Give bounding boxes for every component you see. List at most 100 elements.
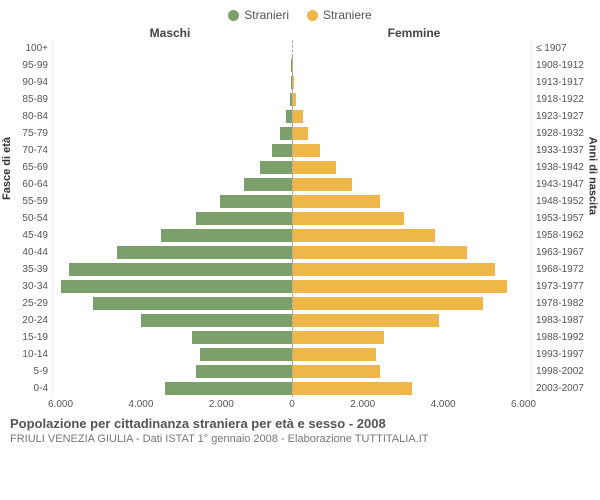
footer-title: Popolazione per cittadinanza straniera p… <box>10 416 590 431</box>
age-label: 45-49 <box>0 230 52 241</box>
age-label: 35-39 <box>0 264 52 275</box>
age-label: 15-19 <box>0 332 52 343</box>
center-line <box>292 380 293 397</box>
x-tick-label: 2.000 <box>350 399 375 410</box>
age-label: 70-74 <box>0 145 52 156</box>
x-tick-label: 6.000 <box>48 399 73 410</box>
age-label: 30-34 <box>0 281 52 292</box>
bar-area <box>52 176 532 193</box>
bar-female <box>292 365 380 378</box>
year-label: 1918-1922 <box>532 94 600 105</box>
table-row: 100+≤ 1907 <box>0 40 600 57</box>
chart-footer: Popolazione per cittadinanza straniera p… <box>0 410 600 445</box>
table-row: 95-99 1908-1912 <box>0 57 600 74</box>
bar-female <box>292 280 507 293</box>
year-label: 1988-1992 <box>532 332 600 343</box>
bar-female <box>292 110 303 123</box>
header-male: Maschi <box>48 26 292 40</box>
year-label: 1913-1917 <box>532 77 600 88</box>
age-label: 80-84 <box>0 111 52 122</box>
bar-area <box>52 278 532 295</box>
table-row: 5-91998-2002 <box>0 363 600 380</box>
center-line <box>292 210 293 227</box>
x-tick-label: 0 <box>289 399 295 410</box>
bar-female <box>292 382 412 395</box>
age-label: 10-14 <box>0 349 52 360</box>
header-female: Femmine <box>292 26 536 40</box>
bar-female <box>292 263 495 276</box>
bar-female <box>292 348 376 361</box>
bar-male <box>196 212 292 225</box>
table-row: 55-591948-1952 <box>0 193 600 210</box>
bar-male <box>220 195 292 208</box>
center-line <box>292 227 293 244</box>
year-label: 1938-1942 <box>532 162 600 173</box>
age-label: 75-79 <box>0 128 52 139</box>
bar-area <box>52 295 532 312</box>
bar-female <box>292 246 467 259</box>
center-line <box>292 40 293 57</box>
bar-male <box>61 280 292 293</box>
bar-female <box>292 127 308 140</box>
bar-male <box>117 246 292 259</box>
table-row: 80-841923-1927 <box>0 108 600 125</box>
bar-area <box>52 125 532 142</box>
center-line <box>292 346 293 363</box>
bar-area <box>52 312 532 329</box>
center-line <box>292 108 293 125</box>
year-label: 1928-1932 <box>532 128 600 139</box>
bar-male <box>272 144 292 157</box>
bar-male <box>280 127 292 140</box>
age-label: 95-99 <box>0 60 52 71</box>
center-line <box>292 176 293 193</box>
bar-area <box>52 244 532 261</box>
center-line <box>292 125 293 142</box>
center-line <box>292 244 293 261</box>
age-label: 100+ <box>0 43 52 54</box>
table-row: 85-891918-1922 <box>0 91 600 108</box>
age-label: 5-9 <box>0 366 52 377</box>
legend-item-male: Stranieri <box>228 8 289 22</box>
year-label: 1963-1967 <box>532 247 600 258</box>
bar-area <box>52 227 532 244</box>
center-line <box>292 312 293 329</box>
table-row: 90-941913-1917 <box>0 74 600 91</box>
table-row: 35-39 1968-1972 <box>0 261 600 278</box>
bar-area <box>52 193 532 210</box>
x-tick-label: 4.000 <box>431 399 456 410</box>
age-label: 55-59 <box>0 196 52 207</box>
age-label: 50-54 <box>0 213 52 224</box>
year-label: 1958-1962 <box>532 230 600 241</box>
center-line <box>292 74 293 91</box>
center-line <box>292 193 293 210</box>
bar-female <box>292 195 380 208</box>
bar-male <box>196 365 292 378</box>
bar-male <box>165 382 292 395</box>
x-axis-ticks: 6.0004.0002.00002.0004.0006.000 <box>48 397 536 410</box>
table-row: 65-691938-1942 <box>0 159 600 176</box>
swatch-female <box>307 10 318 21</box>
bar-female <box>292 297 483 310</box>
year-label: 1983-1987 <box>532 315 600 326</box>
column-headers: Maschi Femmine <box>0 26 600 40</box>
bar-male <box>93 297 292 310</box>
population-pyramid-chart: Fasce di età Anni di nascita Stranieri S… <box>0 0 600 500</box>
year-label: 1953-1957 <box>532 213 600 224</box>
bar-male <box>69 263 292 276</box>
table-row: 60-641943-1947 <box>0 176 600 193</box>
year-label: 1908-1912 <box>532 60 600 71</box>
chart-rows: 100+≤ 1907 95-99 1908-1912 90-941913-191785… <box>0 40 600 397</box>
table-row: 45-49 1958-1962 <box>0 227 600 244</box>
bar-area <box>52 210 532 227</box>
bar-female <box>292 161 336 174</box>
center-line <box>292 57 293 74</box>
legend-label-female: Straniere <box>323 8 372 22</box>
bar-female <box>292 314 439 327</box>
year-label: 1968-1972 <box>532 264 600 275</box>
bar-area <box>52 363 532 380</box>
bar-male <box>200 348 292 361</box>
table-row: 30-341973-1977 <box>0 278 600 295</box>
table-row: 40-441963-1967 <box>0 244 600 261</box>
table-row: 10-141993-1997 <box>0 346 600 363</box>
center-line <box>292 278 293 295</box>
